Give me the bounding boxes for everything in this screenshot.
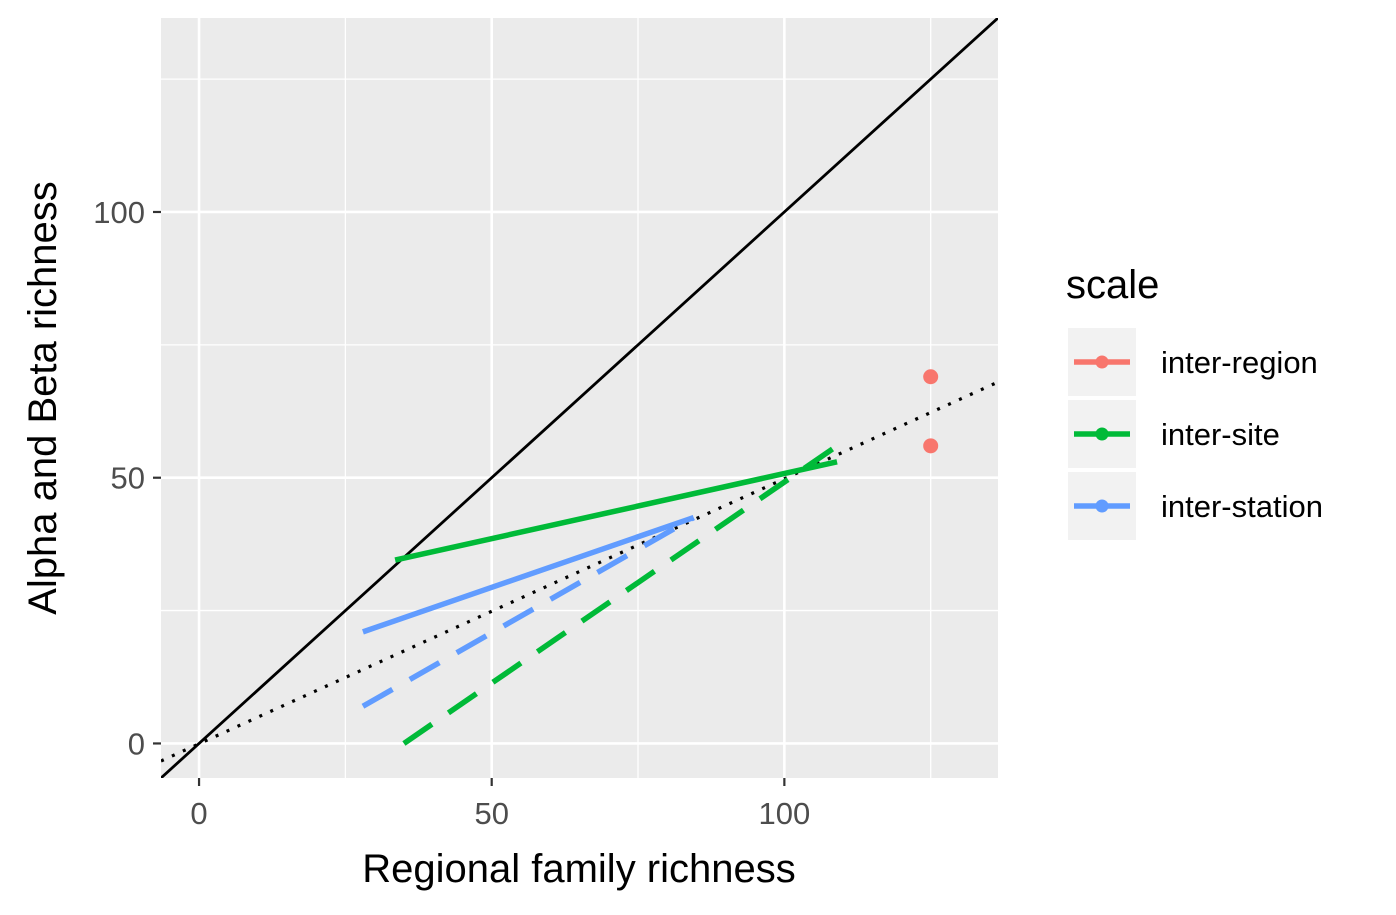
inter-region-point (923, 438, 939, 454)
legend: scale inter-region inter-site inter-statio… (1066, 263, 1323, 540)
inter-station-solid-line (362, 514, 695, 635)
y-tick-label: 100 (93, 195, 145, 230)
reference-line-solid (161, 18, 998, 778)
inter-site-solid-line (394, 459, 838, 563)
x-tick-label: 0 (190, 796, 207, 831)
inter-site-dashed-line (402, 443, 839, 746)
y-axis-ticks: 0 50 100 (93, 195, 161, 761)
y-tick-label: 50 (111, 461, 145, 496)
legend-key-point-inter-site (1095, 427, 1109, 441)
legend-key-point-inter-station (1095, 499, 1109, 513)
x-tick-label: 100 (758, 796, 810, 831)
inter-region-point (923, 369, 939, 385)
legend-key-point-inter-region (1095, 355, 1109, 369)
legend-label-inter-station: inter-station (1161, 489, 1323, 524)
legend-label-inter-region: inter-region (1161, 345, 1318, 380)
x-tick-label: 50 (474, 796, 508, 831)
grid-minor (161, 18, 998, 778)
legend-label-inter-site: inter-site (1161, 417, 1280, 452)
reference-lines (161, 18, 998, 778)
legend-title: scale (1066, 263, 1159, 307)
inter-station-dashed-line (361, 515, 695, 709)
x-axis-title: Regional family richness (362, 847, 796, 891)
series-layer (361, 369, 939, 746)
x-axis-ticks: 0 50 100 (190, 778, 810, 831)
y-axis-title: Alpha and Beta richness (21, 181, 65, 615)
y-tick-label: 0 (128, 726, 145, 761)
grid-major (161, 18, 998, 778)
